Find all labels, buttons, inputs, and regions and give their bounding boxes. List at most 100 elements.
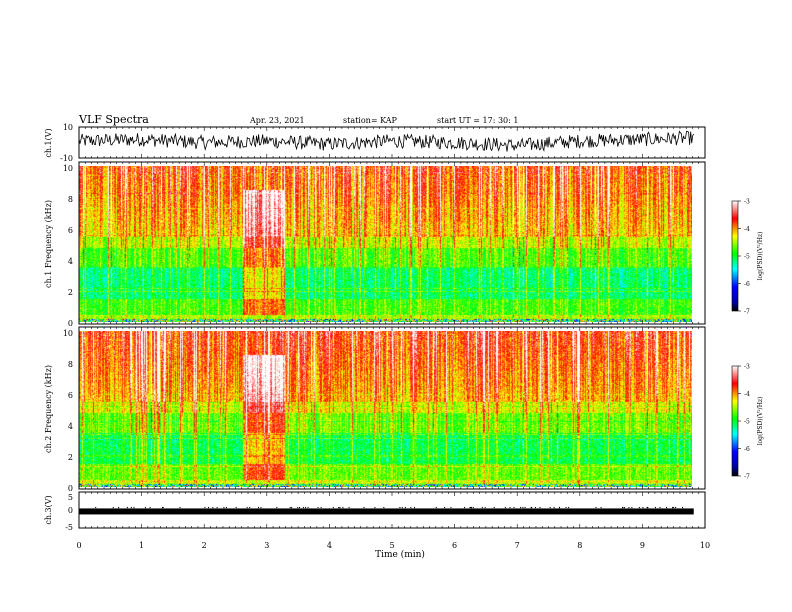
ch3-spike (682, 506, 684, 509)
ch3-spike (249, 506, 251, 509)
colorbar-tick-label: -6 (744, 281, 750, 288)
ch3-spike (289, 506, 291, 509)
ch3-waveform-panel: 5 0 -5 ch.3(V) (44, 491, 706, 532)
ch3-spike (642, 506, 644, 509)
ch3-spike (568, 506, 570, 509)
ch3-spike (675, 506, 677, 509)
ch1-ylabel: ch.1(V) (44, 128, 53, 157)
ch3-spike (291, 506, 293, 509)
ch2-yticks: 10 8 6 4 2 0 (63, 329, 73, 493)
ch3-spike (413, 506, 415, 509)
ch1-freq-tick-4: 4 (68, 257, 73, 266)
ch3-spike (161, 506, 163, 509)
x-tick-label: 3 (264, 541, 269, 550)
ch3-spike (338, 506, 340, 509)
ch3-spike (481, 506, 483, 509)
colorbar-tick-label: -3 (744, 364, 750, 371)
ch3-spike (654, 506, 656, 509)
ch2-freq-tick-8: 8 (68, 360, 73, 369)
ch3-spike (307, 506, 309, 509)
colorbar-tick-label: -5 (744, 254, 750, 261)
ch3-spike (223, 506, 225, 509)
x-tick-label: 6 (452, 541, 457, 550)
ch3-spike (212, 506, 214, 509)
ch3-spike (624, 506, 626, 509)
ch3-spike (464, 506, 466, 509)
x-tick-label: 10 (700, 541, 710, 550)
ch3-spike (435, 506, 437, 509)
colorbar-2-label: log(PSD)(V²/Hz) (757, 397, 764, 446)
ch3-spike (410, 506, 412, 509)
ch1-freq-tick-2: 2 (68, 288, 73, 297)
ch3-spike (208, 506, 210, 509)
ch3-spike (95, 506, 97, 509)
colorbar-tick-label: -4 (744, 226, 750, 233)
ch3-spike (297, 506, 299, 509)
ch1-spectrogram-image (79, 166, 692, 322)
ch3-spike (450, 506, 452, 509)
ch3-spike (246, 506, 248, 509)
ch3-spike (133, 506, 135, 509)
colorbar-tick-label: -3 (744, 199, 750, 206)
ch3-spike (638, 506, 640, 509)
ch3-spike (659, 506, 661, 509)
x-axis-tick-labels: 0 1 2 3 4 5 6 7 8 9 10 (76, 541, 710, 550)
ch1-waveform-panel: 10 -10 ch.1(V) (44, 123, 706, 163)
ch3-ytick-5: 5 (68, 493, 73, 502)
ch3-spike (260, 506, 262, 509)
ch3-ytick-neg5: -5 (65, 523, 73, 532)
ch3-spike (204, 506, 206, 509)
x-tick-label: 0 (76, 541, 81, 550)
ch3-spike (399, 506, 401, 509)
x-tick-label: 8 (577, 541, 582, 550)
colorbar-2: -3 -4 -5 -6 -7 log(PSD)(V²/Hz) (731, 364, 764, 481)
ch3-spike (524, 506, 526, 509)
ch2-freq-tick-6: 6 (68, 391, 73, 400)
ch3-spike (600, 506, 602, 509)
ch1-freq-tick-10: 10 (63, 164, 73, 173)
ch3-spike (553, 506, 555, 509)
ch2-spectrogram-image (79, 331, 692, 487)
ch1-freq-tick-8: 8 (68, 195, 73, 204)
ch1-yticks: 10 8 6 4 2 0 (63, 164, 73, 328)
x-tick-label: 9 (640, 541, 645, 550)
ch3-spike (342, 506, 344, 509)
ch3-spike (276, 506, 278, 509)
ch3-spike (631, 506, 633, 509)
ch3-spike (513, 506, 515, 509)
ch3-spike (469, 506, 471, 509)
ch3-spike (472, 506, 474, 509)
ch2-freq-tick-10: 10 (63, 329, 73, 338)
colorbar-1: -3 -4 -5 -6 -7 log(PSD)(V²/Hz) (731, 199, 764, 316)
ch1-freq-tick-0: 0 (68, 319, 73, 328)
ch3-spike (622, 506, 624, 509)
ch3-spike (539, 506, 541, 509)
ch3-spike (374, 506, 376, 509)
colorbar-tick-label: -5 (744, 419, 750, 426)
ch3-spike (559, 506, 561, 509)
ch3-spike (444, 506, 446, 509)
ch1-ytick-max: 10 (63, 123, 73, 132)
ch3-spike (305, 506, 307, 509)
ch3-spike (530, 506, 532, 509)
colorbar-tick-label: -4 (744, 391, 750, 398)
ch1-spectrogram-panel: 10 8 6 4 2 0 ch.1 Frequency (kHz) (44, 161, 706, 328)
colorbar-tick-label: -7 (744, 309, 750, 316)
start-time-label: start UT = 17: 30: 1 (437, 116, 518, 125)
x-tick-label: 5 (389, 541, 394, 550)
ch3-spike (225, 506, 227, 509)
ch3-spike (332, 506, 334, 509)
ch3-spike (162, 506, 164, 509)
ch3-spike (348, 506, 350, 509)
chart-title: VLF Spectra (78, 113, 149, 126)
ch1-waveform-line (78, 130, 695, 153)
ch3-spike (320, 506, 322, 509)
ch3-spike (628, 506, 630, 509)
ch3-spike (565, 506, 567, 509)
ch3-spike (493, 506, 495, 509)
ch3-spike (299, 506, 301, 509)
ch3-spike (144, 506, 146, 509)
ch3-spike (672, 506, 674, 509)
colorbar-tick-label: -7 (744, 474, 750, 481)
ch3-spike (470, 506, 472, 509)
